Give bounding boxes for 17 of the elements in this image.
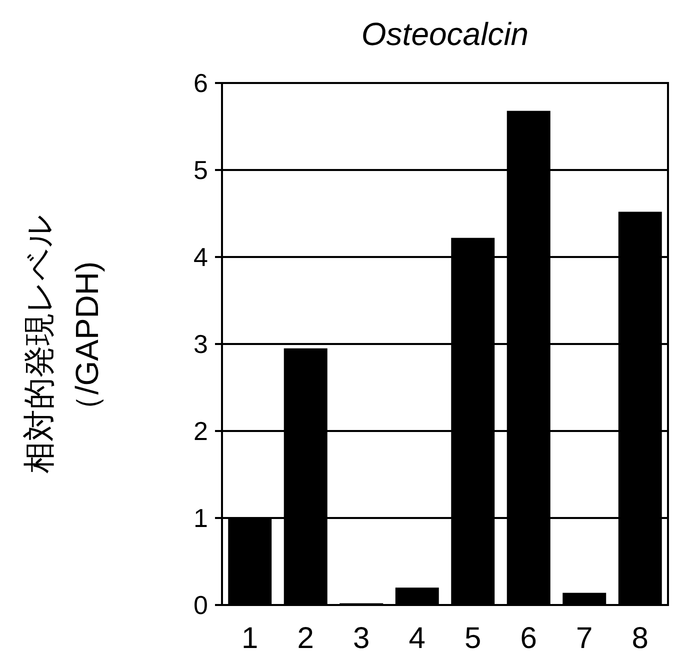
y-tick-label: 1 <box>194 503 208 533</box>
y-tick-label: 4 <box>194 242 208 272</box>
chart-title: Osteocalcin <box>361 16 529 52</box>
y-tick-label: 5 <box>194 155 208 185</box>
x-tick-label: 4 <box>408 622 426 655</box>
x-tick-label: 7 <box>576 622 593 655</box>
x-tick-label: 5 <box>464 622 482 655</box>
x-tick-label: 6 <box>520 622 537 655</box>
x-tick-label: 1 <box>242 622 258 655</box>
y-axis-title: 相対的発現レベル（/GAPDH) <box>21 214 105 474</box>
y-tick-label: 0 <box>194 590 208 620</box>
y-tick-label: 6 <box>194 68 208 98</box>
y-tick-label: 2 <box>194 416 208 446</box>
y-tick-label: 3 <box>194 329 208 359</box>
x-tick-label: 2 <box>297 622 314 655</box>
x-tick-label: 3 <box>353 622 370 655</box>
x-tick-label: 8 <box>632 622 648 655</box>
